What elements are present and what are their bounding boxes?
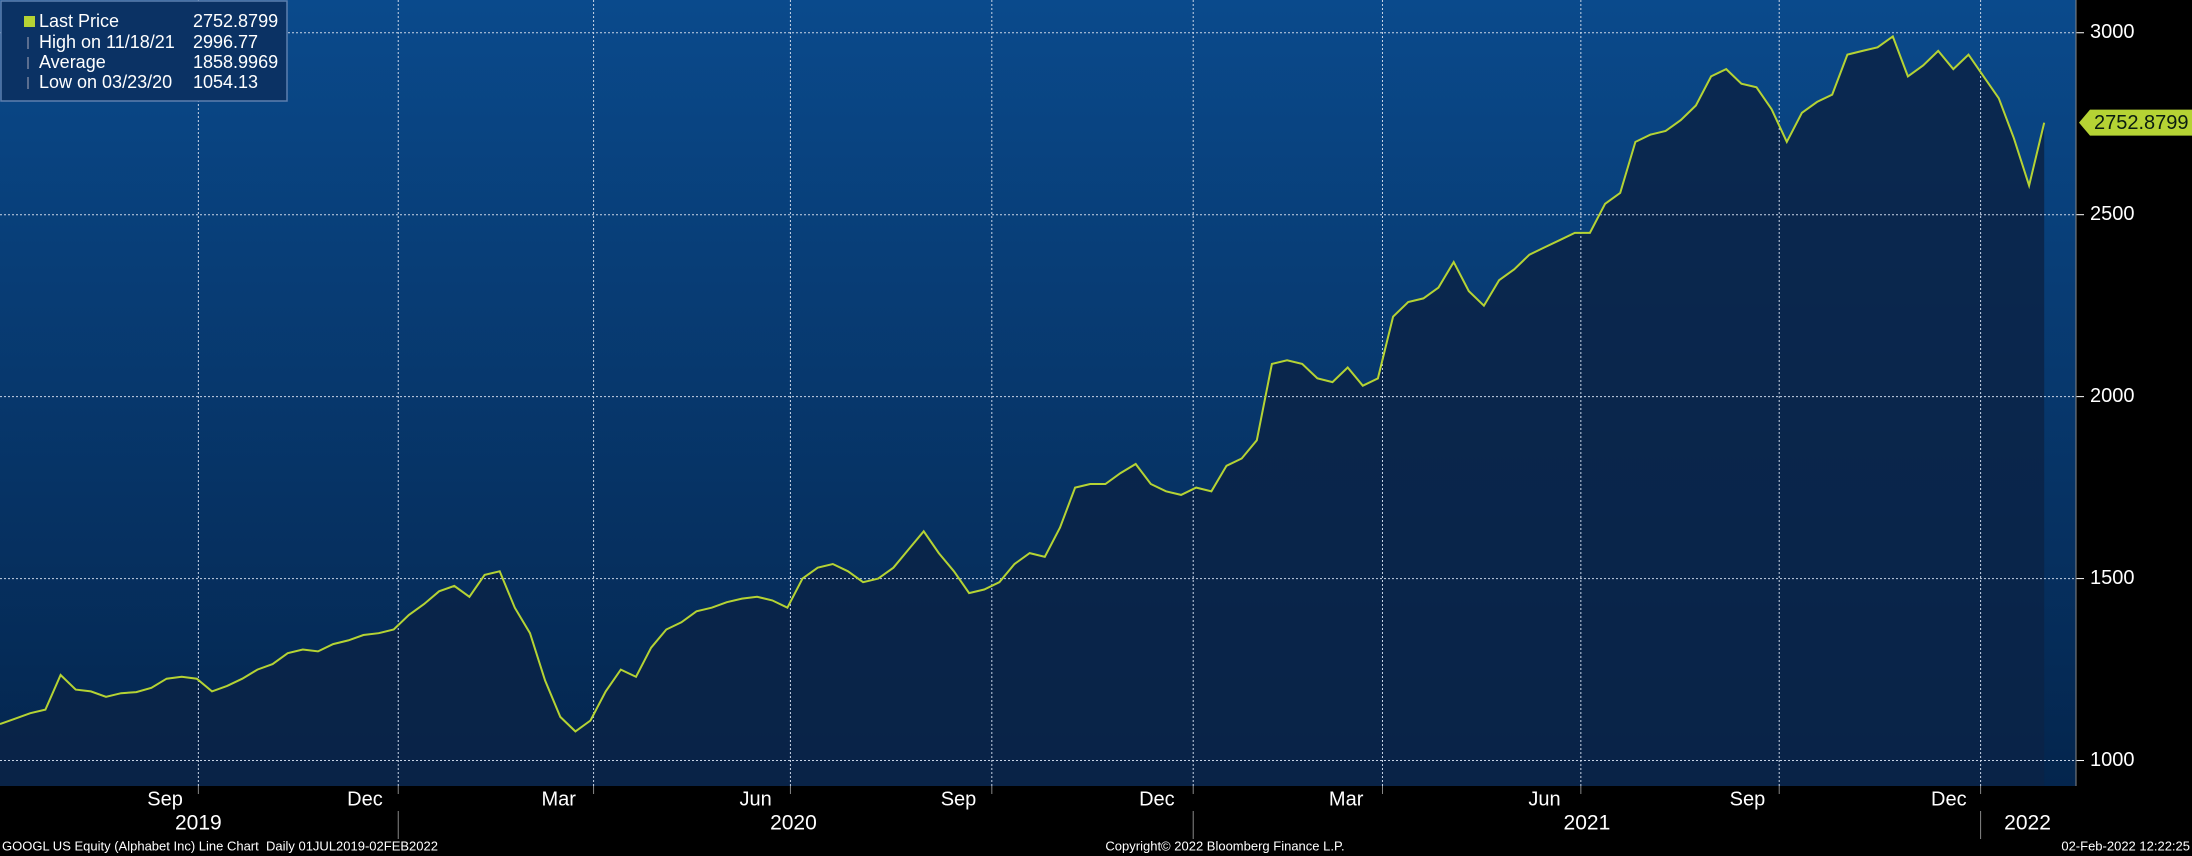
- y-tick-label: 1000: [2090, 749, 2135, 771]
- last-price-tag: [2079, 109, 2192, 136]
- x-tick-label: Sep: [1730, 788, 1766, 810]
- plot-layer: [0, 0, 2076, 786]
- legend-value: 2996.77: [193, 32, 258, 52]
- legend-label: Average: [39, 52, 106, 72]
- year-label: 2021: [1564, 812, 1611, 835]
- year-label: 2022: [2004, 812, 2051, 835]
- legend-swatch: [24, 16, 35, 27]
- x-tick-label: Dec: [1139, 788, 1175, 810]
- x-tick-label: Jun: [1528, 788, 1560, 810]
- footer-right: 02-Feb-2022 12:22:25: [2061, 838, 2190, 853]
- y-tick-label: 2500: [2090, 203, 2135, 225]
- legend-box: [0, 0, 288, 102]
- legend-label: Last Price: [39, 11, 119, 31]
- x-tick-label: Mar: [1329, 788, 1364, 810]
- x-tick-label: Sep: [941, 788, 977, 810]
- y-tick-label: 1500: [2090, 567, 2135, 589]
- price-line: [0, 34, 2046, 733]
- area-fill: [0, 36, 2045, 786]
- year-label: 2020: [770, 812, 817, 835]
- legend-label: Low on 03/23/20: [39, 72, 172, 92]
- footer-left: GOOGL US Equity (Alphabet Inc) Line Char…: [2, 838, 438, 853]
- x-tick-label: Mar: [542, 788, 577, 810]
- x-tick-label: Jun: [739, 788, 771, 810]
- y-tick-label: 2000: [2090, 385, 2135, 407]
- legend-value: 2752.8799: [193, 11, 278, 31]
- legend-label: High on 11/18/21: [39, 32, 175, 52]
- last-price-label: 2752.8799: [2094, 112, 2189, 134]
- year-label: 2019: [175, 812, 222, 835]
- x-tick-label: Sep: [147, 788, 183, 810]
- legend-value: 1054.13: [193, 72, 258, 92]
- x-tick-label: Dec: [1931, 788, 1967, 810]
- x-tick-label: Dec: [347, 788, 383, 810]
- y-tick-label: 3000: [2090, 21, 2135, 43]
- legend-value: 1858.9969: [193, 52, 278, 72]
- footer-center: Copyright© 2022 Bloomberg Finance L.P.: [1105, 838, 1344, 853]
